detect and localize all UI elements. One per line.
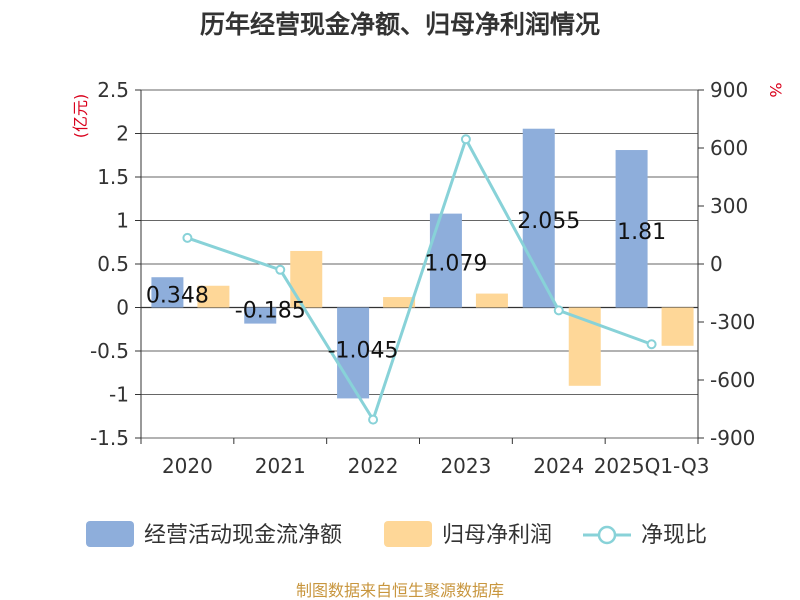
ratio-line (182, 134, 657, 425)
cashflow-bar (522, 128, 555, 308)
cashflow-value-label: -1.045 (328, 339, 399, 364)
x-tick-label: 2022 (348, 454, 399, 478)
profit-bar (475, 293, 508, 308)
x-tick-label: 2021 (255, 454, 306, 478)
profit-bar (383, 297, 416, 308)
left-tick-label: -0.5 (90, 339, 129, 363)
ratio-point (182, 232, 193, 243)
right-tick-label: -600 (710, 368, 755, 392)
x-tick-label: 2025Q1-Q3 (594, 454, 710, 478)
ratio-line-path (186, 135, 653, 424)
legend-label-cashflow: 经营活动现金流净额 (144, 523, 342, 548)
left-tick-label: 1 (116, 209, 129, 233)
right-tick-label: -900 (710, 426, 755, 450)
legend: 经营活动现金流净额 归母净利润 净现比 (86, 521, 707, 548)
cashflow-bar (244, 307, 277, 324)
right-tick-label: 600 (710, 136, 748, 160)
cashflow-value-label: 1.81 (617, 220, 666, 245)
right-axis: 900 600 300 0 -300 -600 -900 (698, 78, 755, 450)
bars (151, 128, 694, 399)
left-tick-label: 2 (116, 122, 129, 146)
right-unit-label: % (766, 82, 785, 97)
left-tick-label: -1 (109, 383, 129, 407)
cashflow-value-label: -0.185 (235, 299, 306, 324)
ratio-point (553, 305, 564, 316)
left-tick-label: -1.5 (90, 426, 129, 450)
cashflow-bar (615, 150, 648, 308)
data-source: 制图数据来自恒生聚源数据库 (296, 581, 504, 600)
x-tick-label: 2023 (440, 454, 491, 478)
left-tick-label: 2.5 (97, 78, 129, 102)
cashflow-bar (151, 277, 184, 308)
left-unit-label: (亿元) (71, 94, 90, 139)
legend-swatch-cashflow (86, 521, 134, 547)
legend-label-profit: 归母净利润 (442, 523, 552, 548)
chart-title: 历年经营现金净额、归母净利润情况 (200, 10, 600, 39)
legend-label-ratio: 净现比 (641, 523, 707, 548)
left-tick-label: 0.5 (97, 252, 129, 276)
cashflow-value-label: 0.348 (146, 283, 209, 308)
legend-swatch-profit (384, 521, 432, 547)
ratio-point (368, 414, 379, 425)
cashflow-value-label: 2.055 (517, 209, 580, 234)
legend-marker-ratio (597, 525, 617, 545)
x-tick-label: 2020 (162, 454, 213, 478)
right-tick-label: -300 (710, 310, 755, 334)
cashflow-value-label: 1.079 (424, 252, 487, 277)
left-tick-label: 0 (116, 296, 129, 320)
bar-labels: 0.348 -0.185 -1.045 1.079 2.055 1.81 (146, 209, 666, 363)
x-tick-label: 2024 (533, 454, 584, 478)
left-tick-label: 1.5 (97, 165, 129, 189)
ratio-point (646, 339, 657, 350)
grid-lines (141, 89, 698, 439)
profit-bar (290, 250, 323, 308)
cashflow-bar (337, 307, 370, 399)
ratio-point (460, 134, 471, 145)
ratio-point (275, 264, 286, 275)
profit-bar (661, 307, 694, 346)
right-tick-label: 0 (710, 252, 723, 276)
x-axis: 2020 2021 2022 2023 2024 2025Q1-Q3 (140, 438, 710, 478)
right-tick-label: 900 (710, 78, 748, 102)
profit-bar (197, 285, 230, 308)
left-axis: 2.5 2 1.5 1 0.5 0 -0.5 -1 -1.5 (90, 78, 141, 450)
right-tick-label: 300 (710, 194, 748, 218)
